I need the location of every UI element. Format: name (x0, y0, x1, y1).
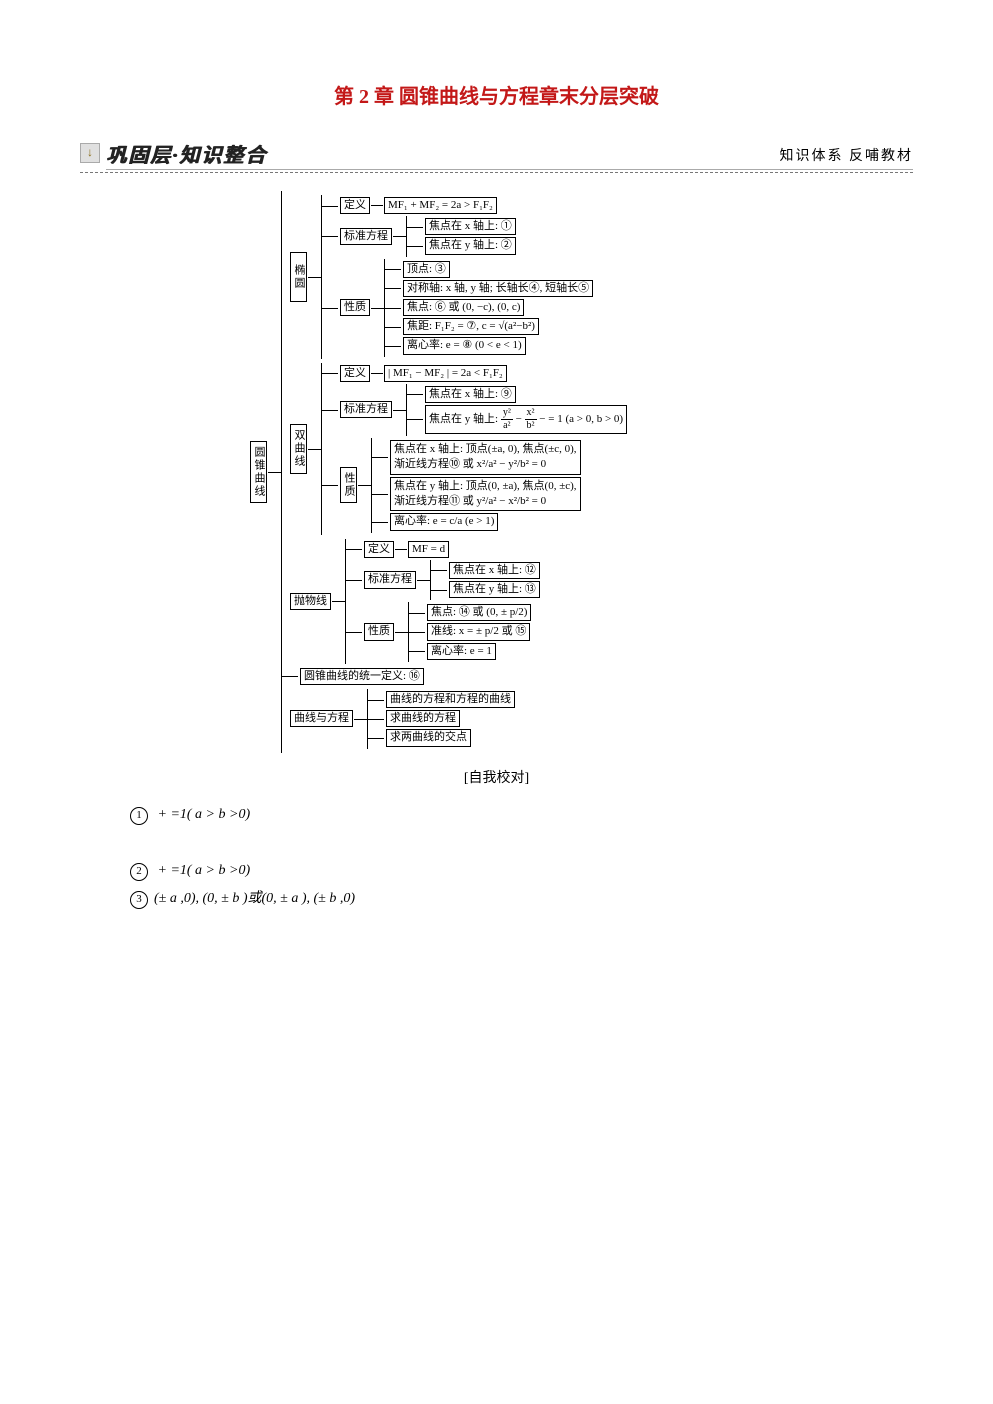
self-check-label: [自我校对] (80, 767, 913, 787)
section-right-text: 知识体系 反哺教材 (780, 145, 914, 165)
curve-eq-c2: 求曲线的方程 (386, 710, 460, 727)
answer-3: 3(± a ,0), (0, ± b )或(0, ± a ), (± b ,0) (130, 885, 913, 913)
par-std-x: 焦点在 x 轴上: ⑫ (449, 562, 540, 579)
hyp-p1: 焦点在 x 轴上: 顶点(±a, 0), 焦点(±c, 0), 渐近线方程⑩ 或… (390, 440, 581, 475)
par-std-label: 标准方程 (364, 571, 416, 588)
hyp-def-box: | MF₁ − MF₂ | = 2a < F₁F₂ (384, 365, 507, 382)
par-def-label: 定义 (364, 541, 394, 558)
ellipse-p2: 对称轴: x 轴, y 轴; 长轴长④, 短轴长⑤ (403, 280, 593, 297)
ellipse-p5: 离心率: e = ⑧ (0 < e < 1) (403, 337, 526, 354)
ellipse-std-y: 焦点在 y 轴上: ② (425, 237, 516, 254)
page-title: 第 2 章 圆锥曲线与方程章末分层突破 (80, 80, 913, 109)
section-header: ↓ 巩固层·知识整合 知识体系 反哺教材 (80, 139, 913, 165)
parabola-box: 抛物线 (290, 593, 331, 610)
hyp-p2-a: 焦点在 y 轴上: 顶点(0, ±a), 焦点(0, ±c), (394, 480, 577, 492)
answers-block: 1 + =1( a > b >0) 2 + =1( a > b >0) 3(± … (130, 801, 913, 913)
ellipse-box: 椭圆 (290, 252, 307, 302)
ellipse-prop-label: 性质 (340, 299, 370, 316)
hyp-std-x: 焦点在 x 轴上: ⑨ (425, 386, 516, 403)
ellipse-p3: 焦点: ⑥ 或 (0, −c), (0, c) (403, 299, 524, 316)
hyp-std-y-text-b: − = 1 (a > 0, b > 0) (539, 413, 623, 425)
ellipse-p1: 顶点: ③ (403, 261, 450, 278)
down-arrow-icon: ↓ (80, 143, 100, 163)
ellipse-def-box: MF₁ + MF₂ = 2a > F₁F₂ (384, 197, 497, 214)
root-box: 圆锥曲线 (250, 441, 267, 503)
curve-eq-c3: 求两曲线的交点 (386, 729, 471, 746)
unified-def-box: 圆锥曲线的统一定义: ⑯ (300, 668, 424, 685)
section-underline (106, 169, 913, 170)
hyp-p1-b: 渐近线方程⑩ 或 x²/a² − y²/b² = 0 (394, 458, 546, 470)
par-prop-label: 性质 (364, 623, 394, 640)
ellipse-def-label: 定义 (340, 197, 370, 214)
hyp-std-y-text-a: 焦点在 y 轴上: (429, 413, 498, 425)
ellipse-p4: 焦距: F₁F₂ = ⑦, c = √(a²−b²) (403, 318, 539, 335)
ellipse-std-label: 标准方程 (340, 228, 392, 245)
hyp-def-label: 定义 (340, 365, 370, 382)
hyp-p3: 离心率: e = c/a (e > 1) (390, 513, 498, 530)
hyp-std-y: 焦点在 y 轴上: y²a² − x²b² − = 1 (a > 0, b > … (425, 405, 627, 434)
hyp-p2: 焦点在 y 轴上: 顶点(0, ±a), 焦点(0, ±c), 渐近线方程⑪ 或… (390, 477, 581, 512)
hyp-std-label: 标准方程 (340, 401, 392, 418)
par-std-y: 焦点在 y 轴上: ⑬ (449, 581, 540, 598)
answer-1: 1 + =1( a > b >0) (130, 801, 913, 829)
section-label: 巩固层·知识整合 (106, 139, 267, 168)
hyp-p1-a: 焦点在 x 轴上: 顶点(±a, 0), 焦点(±c, 0), (394, 443, 577, 455)
curve-eq-box: 曲线与方程 (290, 710, 353, 727)
par-def-box: MF = d (408, 541, 449, 558)
hyperbola-box: 双曲线 (290, 424, 307, 474)
concept-diagram: 圆锥曲线 椭圆 定义 MF₁ + MF₂ = 2a > F₁F₂ 标准方程 焦点… (250, 185, 913, 759)
section-dashed-line (80, 172, 913, 173)
par-p2: 准线: x = ± p/2 或 ⑮ (427, 623, 530, 640)
hyp-prop-label: 性质 (340, 467, 357, 503)
par-p3: 离心率: e = 1 (427, 643, 496, 660)
answer-2: 2 + =1( a > b >0) (130, 857, 913, 885)
ellipse-std-x: 焦点在 x 轴上: ① (425, 218, 516, 235)
hyp-p2-b: 渐近线方程⑪ 或 y²/a² − x²/b² = 0 (394, 495, 546, 507)
curve-eq-c1: 曲线的方程和方程的曲线 (386, 691, 515, 708)
par-p1: 焦点: ⑭ 或 (0, ± p/2) (427, 604, 531, 621)
